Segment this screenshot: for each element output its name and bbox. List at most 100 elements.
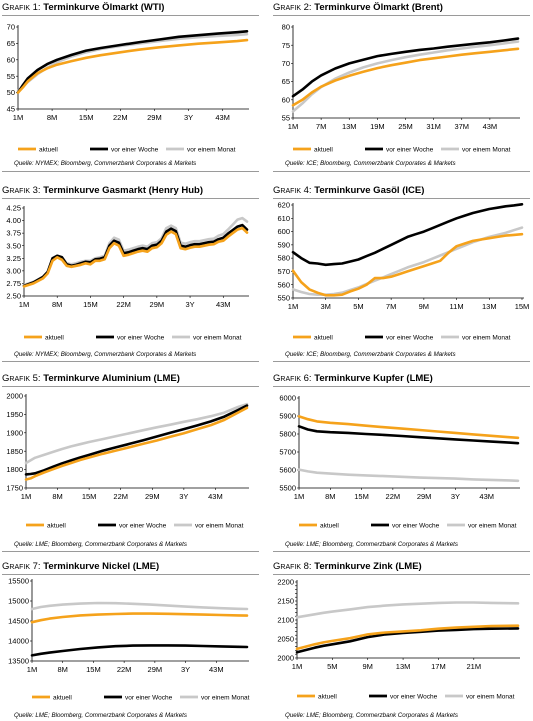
x-tick-label: 5M: [327, 662, 337, 671]
y-tick-label: 13500: [8, 657, 29, 666]
legend-label-aktuell: aktuell: [314, 334, 333, 341]
y-tick-label: 2050: [277, 635, 294, 644]
y-tick-label: 70: [7, 23, 15, 32]
x-tick-label: 22M: [113, 113, 128, 122]
chart-panel-gasoel: Grafik 4: Terminkurve Gasöl (ICE) 550 560…: [273, 185, 530, 362]
chart-title: Grafik 6: Terminkurve Kupfer (LME): [273, 373, 433, 384]
x-tick-label: 43M: [216, 300, 231, 309]
legend-label-aktuell: aktuell: [39, 146, 58, 153]
y-tick-label: 14000: [8, 637, 29, 646]
y-tick-label: 15000: [8, 597, 29, 606]
y-tick-label: 620: [277, 201, 290, 210]
chart-panel-henry-hub: Grafik 3: Terminkurve Gasmarkt (Henry Hu…: [2, 185, 259, 362]
x-tick-label: 22M: [117, 665, 132, 674]
chart-title: Grafik 2: Terminkurve Ölmarkt (Brent): [273, 2, 443, 13]
chart-legend: aktuell vor einer Woche vor einem Monat: [24, 334, 242, 341]
x-tick-label: 25M: [398, 122, 413, 131]
y-tick-label: 6000: [279, 394, 296, 403]
x-tick-label: 7M: [386, 302, 396, 311]
chart-legend: aktuell vor einer Woche vor einem Monat: [293, 334, 511, 341]
y-tick-label: 550: [277, 294, 290, 303]
chart-source: Quelle: LME; Bloomberg, Commerzbank Corp…: [285, 712, 458, 719]
legend-label-aktuell: aktuell: [318, 693, 337, 700]
y-tick-label: 2200: [277, 578, 294, 587]
chart-source: Quelle: NYMEX; Bloomberg, Commerzbank Co…: [14, 351, 197, 358]
x-tick-label: 21M: [467, 662, 482, 671]
footer-rule: [273, 171, 530, 172]
chart-axes: 2.50 2.75 3.00 3.25 3.50 3.75 4.00 4.25 1M 8M 15M 2…: [6, 204, 249, 309]
y-tick-label: 5500: [279, 484, 296, 493]
legend-label-vor-einem-monat: vor einem Monat: [462, 146, 511, 153]
y-tick-label: 1800: [6, 465, 23, 474]
x-tick-label: 8M: [47, 113, 57, 122]
chart-panel-zink: Grafik 8: Terminkurve Zink (LME) 2000 205…: [273, 561, 530, 721]
legend-label-vor-einer-woche: vor einer Woche: [119, 522, 167, 529]
x-tick-label: 8M: [58, 665, 68, 674]
x-tick-label: 8M: [52, 300, 62, 309]
y-tick-label: 5800: [279, 430, 296, 439]
chart-legend: aktuell vor einer Woche vor einem Monat: [297, 693, 515, 700]
legend-label-aktuell: aktuell: [314, 146, 333, 153]
legend-label-vor-einer-woche: vor einer Woche: [111, 146, 159, 153]
legend-label-vor-einem-monat: vor einem Monat: [187, 146, 236, 153]
x-tick-label: 29M: [145, 492, 160, 501]
series-line-aktuell: [24, 406, 249, 481]
series-line-aktuell: [30, 612, 249, 624]
y-tick-label: 60: [282, 95, 290, 104]
x-tick-label: 13M: [396, 662, 411, 671]
x-tick-label: 31M: [426, 122, 441, 131]
legend-label-aktuell: aktuell: [53, 694, 72, 701]
x-tick-label: 29M: [417, 492, 432, 501]
title-rule: [2, 574, 259, 575]
y-tick-label: 2150: [277, 597, 294, 606]
y-tick-label: 65: [282, 77, 290, 86]
y-tick-label: 5900: [279, 412, 296, 421]
x-tick-label: 1M: [288, 122, 298, 131]
chart-legend: aktuell vor einer Woche vor einem Monat: [18, 146, 236, 153]
y-tick-label: 50: [7, 88, 15, 97]
series-line-vor-einer-woche: [24, 404, 249, 476]
footer-rule: [2, 171, 259, 172]
chart-axes: 5500 5600 5700 5800 5900 6000 1M 8M 15M 22M 29M 3Y 4…: [279, 394, 520, 501]
x-tick-label: 1M: [27, 665, 37, 674]
x-tick-label: 9M: [419, 302, 429, 311]
chart-svg: 2.50 2.75 3.00 3.25 3.50 3.75 4.00 4.25 1M 8M 15M 2…: [6, 204, 249, 341]
x-tick-label: 1M: [21, 492, 31, 501]
title-rule: [2, 15, 259, 16]
x-tick-label: 13M: [342, 122, 357, 131]
x-tick-label: 3Y: [185, 300, 194, 309]
chart-source: Quelle: LME; Bloomberg, Commerzbank Corp…: [285, 541, 458, 548]
x-tick-label: 13M: [482, 302, 497, 311]
legend-label-vor-einem-monat: vor einem Monat: [466, 693, 515, 700]
series-line-vor-einem-monat: [297, 468, 520, 483]
legend-label-aktuell: aktuell: [47, 522, 66, 529]
y-tick-label: 5700: [279, 448, 296, 457]
chart-source: Quelle: NYMEX; Bloomberg, Commerzbank Co…: [14, 160, 197, 167]
chart-legend: aktuell vor einer Woche vor einem Monat: [299, 522, 517, 529]
y-tick-label: 1950: [6, 410, 23, 419]
title-rule: [2, 198, 259, 199]
x-tick-label: 43M: [215, 113, 230, 122]
x-tick-label: 3Y: [181, 665, 190, 674]
series-line-aktuell: [295, 624, 520, 651]
title-rule: [273, 198, 530, 199]
title-rule: [273, 386, 530, 387]
chart-title: Grafik 8: Terminkurve Zink (LME): [273, 561, 422, 572]
y-tick-label: 600: [277, 227, 290, 236]
legend-label-vor-einem-monat: vor einem Monat: [195, 522, 244, 529]
legend-label-vor-einer-woche: vor einer Woche: [390, 693, 438, 700]
x-tick-label: 37M: [454, 122, 469, 131]
series-line-aktuell: [291, 232, 524, 297]
legend-label-vor-einer-woche: vor einer Woche: [392, 522, 440, 529]
x-tick-label: 15M: [83, 300, 98, 309]
x-tick-label: 19M: [370, 122, 385, 131]
x-tick-label: 22M: [116, 300, 131, 309]
chart-title: Grafik 7: Terminkurve Nickel (LME): [2, 561, 160, 572]
y-tick-label: 590: [277, 240, 290, 249]
x-tick-label: 9M: [363, 662, 373, 671]
x-tick-label: 43M: [209, 665, 224, 674]
y-tick-label: 4.25: [6, 204, 21, 213]
x-tick-label: 3Y: [184, 113, 193, 122]
x-tick-label: 8M: [52, 492, 62, 501]
x-tick-label: 15M: [86, 665, 101, 674]
